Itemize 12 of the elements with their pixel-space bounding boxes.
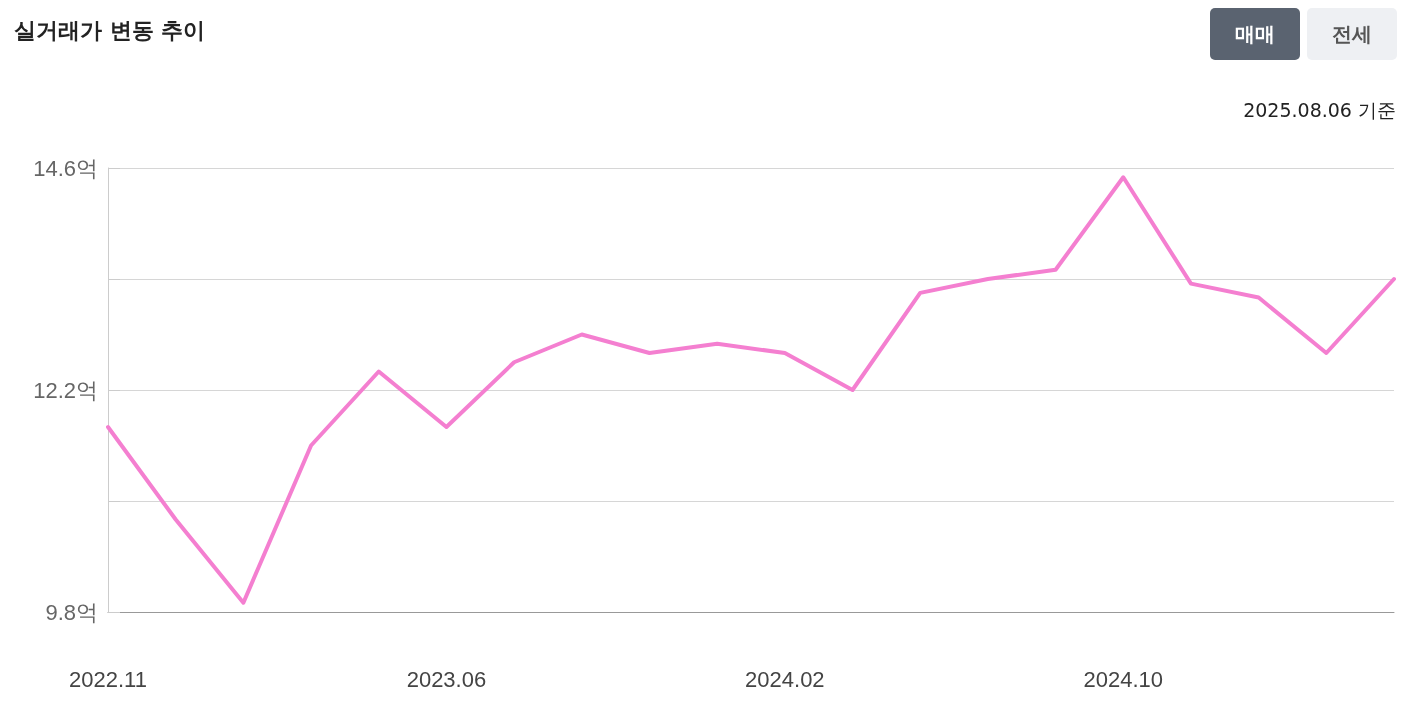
x-tick-label: 2024.10 xyxy=(1083,666,1164,692)
y-tick-label: 12.2억 xyxy=(33,377,98,403)
x-tick-label: 2024.02 xyxy=(745,666,825,692)
text: 매매 xyxy=(1210,8,1300,60)
text: 2025.08.06 기준 xyxy=(1243,98,1396,123)
text: 전세 xyxy=(1307,8,1397,60)
y-tick-label: 9.8억 xyxy=(45,599,98,625)
x-tick-label: 2023.06 xyxy=(406,666,487,692)
y-tick-label: 14.6억 xyxy=(33,155,98,181)
chart-title: 실거래가 변동 추이 xyxy=(14,17,206,45)
x-tick-label: 2022.11 xyxy=(69,666,147,692)
line-series xyxy=(106,175,1396,605)
